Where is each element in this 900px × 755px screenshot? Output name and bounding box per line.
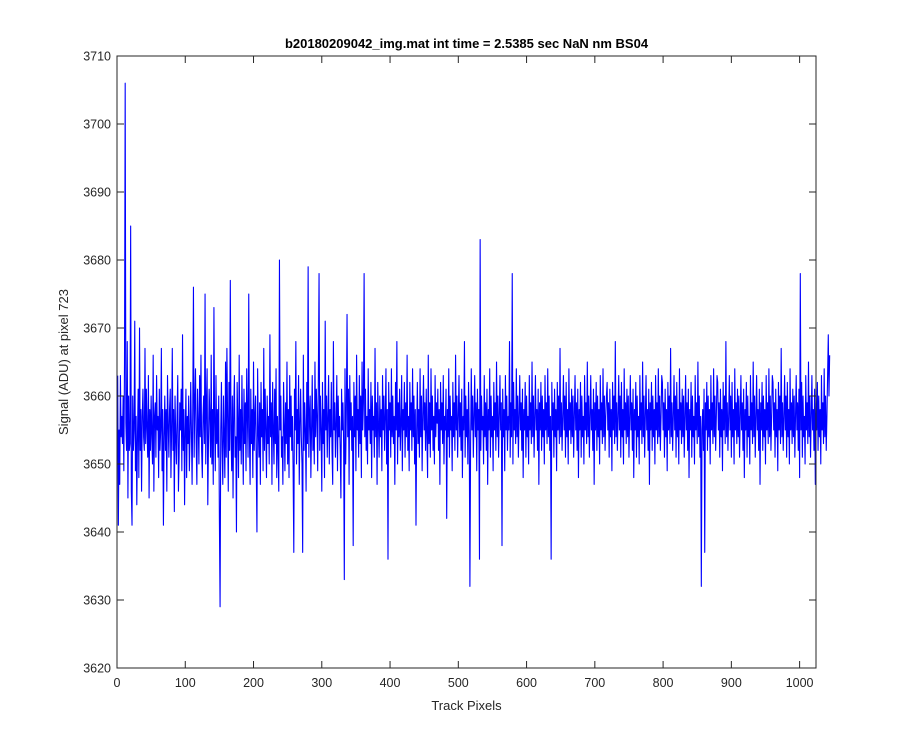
x-tick-label: 0: [114, 676, 121, 690]
x-tick-label: 400: [380, 676, 401, 690]
axes-box: [116, 55, 817, 669]
y-tick-label: 3680: [83, 254, 111, 268]
x-tick-label: 500: [448, 676, 469, 690]
y-tick-label: 3690: [83, 186, 111, 200]
y-tick-label: 3620: [83, 662, 111, 676]
series-layer: [117, 82, 831, 608]
y-tick-label: 3640: [83, 526, 111, 540]
y-tick-label: 3630: [83, 594, 111, 608]
series-line-0: [117, 82, 831, 608]
x-axis: 0 100 200 300 400 500 600 700 800 900 1000: [114, 56, 814, 690]
y-tick-label: 3660: [83, 390, 111, 404]
x-tick-label: 900: [721, 676, 742, 690]
y-tick-label: 3650: [83, 458, 111, 472]
x-axis-label: Track Pixels: [431, 698, 502, 713]
chart-title: b20180209042_img.mat int time = 2.5385 s…: [285, 36, 649, 51]
x-tick-label: 800: [653, 676, 674, 690]
x-tick-label: 1000: [786, 676, 814, 690]
x-tick-label: 700: [584, 676, 605, 690]
y-tick-label: 3710: [83, 50, 111, 64]
y-axis: 3620 3630 3640 3650 3660 3670 3680 3690 3700 3710: [83, 50, 816, 676]
x-tick-label: 100: [175, 676, 196, 690]
y-tick-label: 3700: [83, 118, 111, 132]
y-axis-label: Signal (ADU) at pixel 723: [56, 289, 71, 435]
x-tick-label: 300: [311, 676, 332, 690]
plot-background: [117, 56, 816, 668]
y-tick-label: 3670: [83, 322, 111, 336]
x-tick-label: 200: [243, 676, 264, 690]
x-tick-label: 600: [516, 676, 537, 690]
